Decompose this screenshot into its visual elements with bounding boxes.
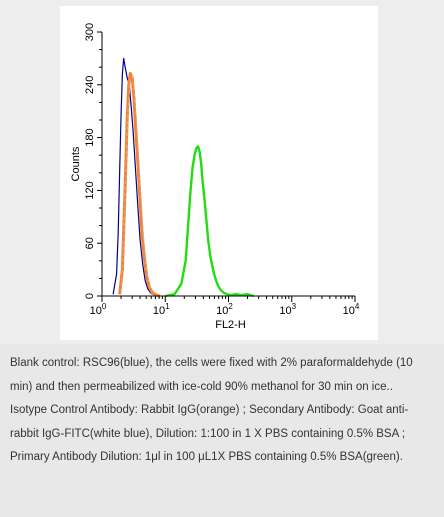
y-tick-label: 120 <box>84 181 96 199</box>
x-tick-label: 100 <box>90 302 107 317</box>
flow-cytometry-histogram: 100 101 102 103 104 0 60 120 180 240 300 FL2-H Count… <box>70 23 360 331</box>
x-tick-label: 104 <box>343 302 360 317</box>
x-tick-label: 103 <box>279 302 296 317</box>
series-layer <box>112 57 255 298</box>
series-line-0 <box>112 57 159 297</box>
y-tick-label: 60 <box>84 237 96 249</box>
plot-card <box>60 6 378 340</box>
figure-caption: Blank control: RSC96(blue), the cells we… <box>0 344 444 517</box>
x-axis-title: FL2-H <box>215 319 246 331</box>
series-line-2 <box>120 75 156 297</box>
y-tick-label: 300 <box>84 23 96 41</box>
caption-paragraph-antibodies: Isotype Control Antibody: Rabbit IgG(ora… <box>10 404 409 463</box>
y-tick-label: 0 <box>84 293 96 299</box>
y-tick-label: 180 <box>84 128 96 146</box>
caption-paragraph-blank-control: Blank control: RSC96(blue), the cells we… <box>10 357 413 393</box>
y-axis-title: Counts <box>70 146 82 181</box>
figure-panel: 100 101 102 103 104 0 60 120 180 240 300 FL2-H Count… <box>0 0 444 344</box>
x-tick-label: 102 <box>216 302 233 317</box>
x-tick-label: 101 <box>153 302 170 317</box>
axes-layer: 100 101 102 103 104 0 60 120 180 240 300 FL2-H Count… <box>70 23 360 331</box>
series-line-3 <box>165 145 255 298</box>
y-tick-label: 240 <box>84 76 96 94</box>
